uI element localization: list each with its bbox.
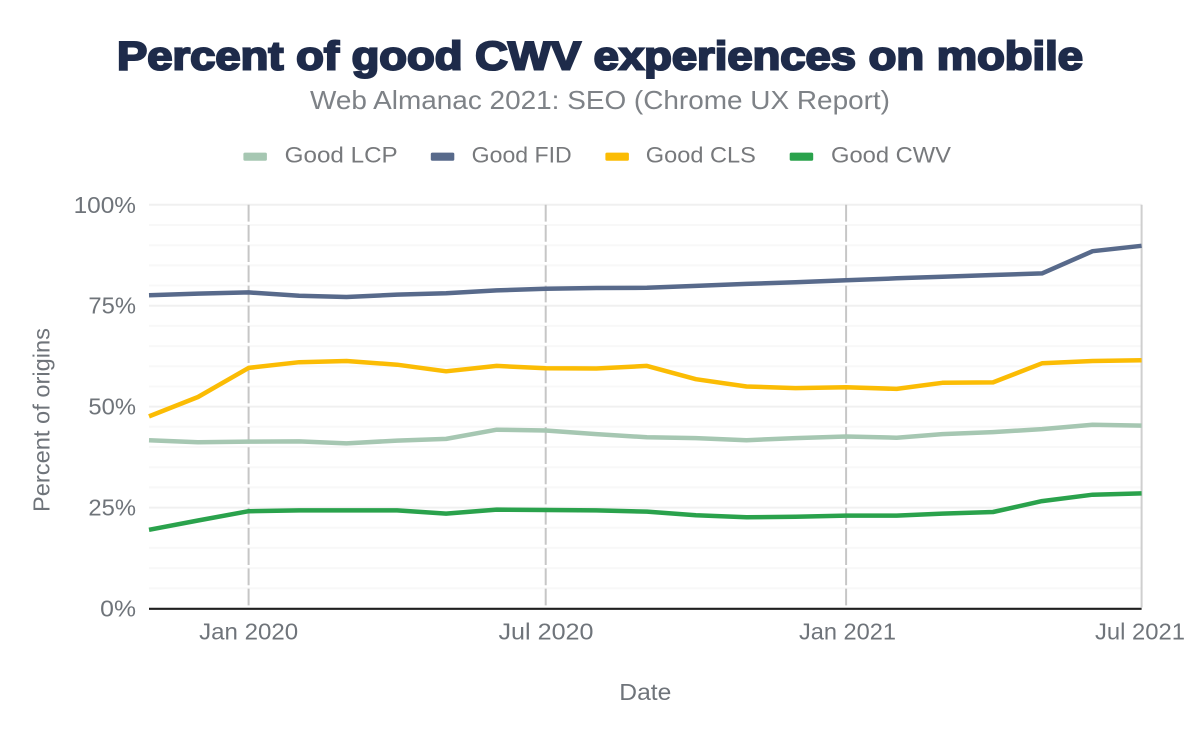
svg-text:Web Almanac 2021: SEO (Chrome: Web Almanac 2021: SEO (Chrome UX Report) [310, 85, 890, 115]
svg-text:Date: Date [619, 679, 671, 705]
svg-text:75%: 75% [88, 293, 136, 319]
svg-text:Good CLS: Good CLS [646, 143, 756, 168]
svg-text:Good LCP: Good LCP [285, 143, 398, 168]
svg-text:0%: 0% [100, 595, 136, 621]
svg-text:25%: 25% [88, 495, 136, 521]
svg-text:100%: 100% [74, 192, 136, 218]
svg-text:50%: 50% [88, 394, 136, 420]
svg-text:Jul 2021: Jul 2021 [1095, 619, 1185, 645]
svg-text:Good FID: Good FID [472, 143, 572, 168]
svg-text:Jul 2020: Jul 2020 [499, 619, 594, 645]
svg-text:Percent of origins: Percent of origins [29, 328, 55, 512]
svg-text:Percent of good CWV experience: Percent of good CWV experiences on mobil… [117, 35, 1083, 79]
svg-text:Good CWV: Good CWV [831, 143, 951, 168]
svg-text:Jan 2021: Jan 2021 [799, 619, 896, 645]
svg-text:Jan 2020: Jan 2020 [199, 619, 298, 645]
